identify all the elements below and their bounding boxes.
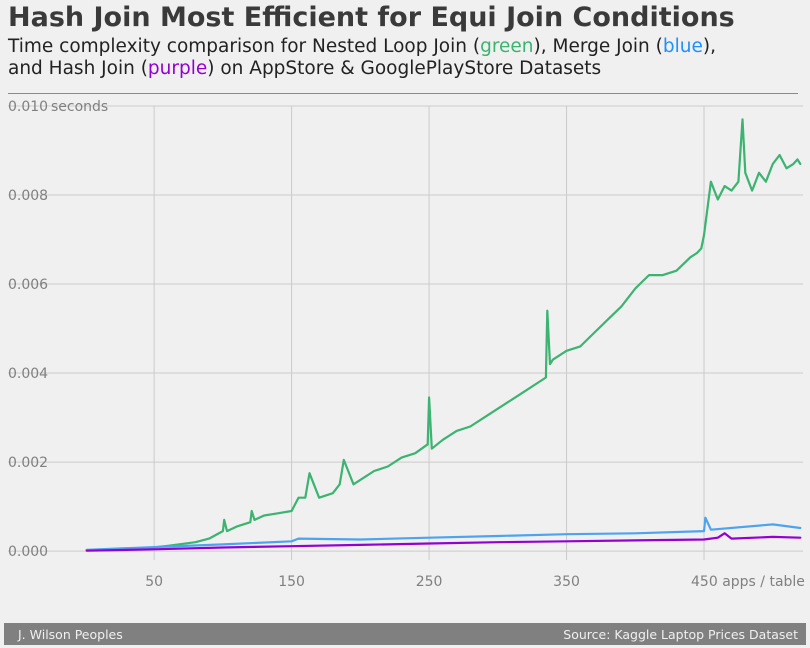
- subtitle-purple-word: purple: [147, 58, 208, 79]
- subtitle-text: and Hash Join (: [8, 58, 148, 79]
- grid-lines: [8, 105, 803, 560]
- subtitle-line-2: and Hash Join (purple) on AppStore & Goo…: [8, 58, 716, 80]
- footer-bar: J. Wilson Peoples Source: Kaggle Laptop …: [4, 623, 806, 645]
- chart-subtitle: Time complexity comparison for Nested Lo…: [8, 36, 716, 80]
- y-tick-label: 0.006: [8, 277, 48, 293]
- footer-source: Source: Kaggle Laptop Prices Dataset: [563, 627, 798, 642]
- x-tick-label: 150: [278, 574, 305, 590]
- y-tick-label: 0.010: [8, 99, 48, 115]
- x-tick-label: 350: [553, 574, 580, 590]
- x-tick-label: 450 apps / table: [691, 574, 805, 590]
- chart-title: Hash Join Most Efficient for Equi Join C…: [8, 2, 735, 33]
- series-lines: [85, 118, 802, 552]
- y-unit-label: seconds: [51, 99, 108, 115]
- tick-labels: 0.000 0.002 0.004 0.006 0.008 0.010 seconds 50 1…: [8, 99, 805, 590]
- x-tick-label: 50: [145, 574, 163, 590]
- x-tick-label: 250: [416, 574, 443, 590]
- y-tick-label: 0.000: [8, 544, 48, 560]
- subtitle-green-word: green: [480, 36, 534, 57]
- series-line-1: [85, 118, 802, 552]
- series-line-3: [85, 532, 802, 552]
- y-tick-label: 0.004: [8, 366, 48, 382]
- subtitle-text: ) on AppStore & GooglePlayStore Datasets: [207, 58, 602, 79]
- subtitle-text: ), Merge Join (: [533, 36, 663, 57]
- line-chart: 0.000 0.002 0.004 0.006 0.008 0.010 seconds 50 1…: [8, 99, 805, 590]
- subtitle-text: Time complexity comparison for Nested Lo…: [8, 36, 481, 57]
- series-line-2: [85, 516, 802, 551]
- y-tick-label: 0.008: [8, 188, 48, 204]
- y-tick-label: 0.002: [8, 455, 48, 471]
- subtitle-blue-word: blue: [662, 36, 703, 57]
- footer-author: J. Wilson Peoples: [18, 627, 123, 642]
- subtitle-line-1: Time complexity comparison for Nested Lo…: [8, 36, 716, 58]
- subtitle-text: ),: [702, 36, 716, 57]
- title-divider: [8, 93, 798, 94]
